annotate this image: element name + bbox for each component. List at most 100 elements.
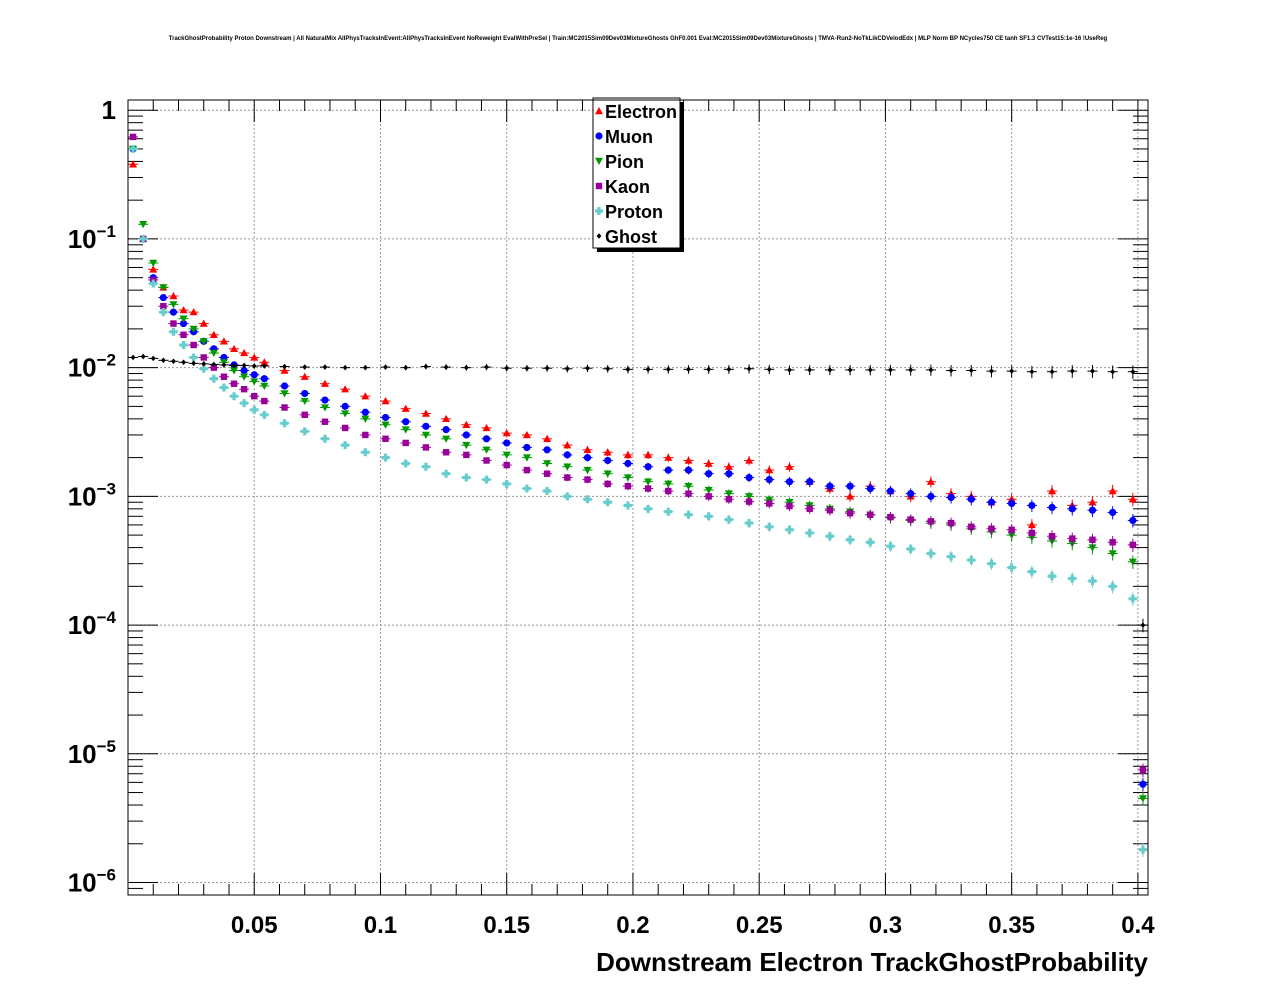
data-point: [403, 364, 409, 371]
data-point: [401, 404, 410, 412]
data-point: [504, 365, 510, 371]
data-point: [522, 430, 531, 439]
data-point: [209, 374, 218, 383]
data-point: [847, 367, 853, 373]
legend-label-proton: Proton: [605, 202, 663, 222]
data-point: [684, 466, 693, 474]
data-point: [482, 423, 491, 432]
data-point: [725, 470, 733, 478]
data-point: [968, 523, 975, 531]
data-point: [381, 397, 390, 405]
data-point: [1009, 368, 1015, 374]
data-point: [321, 396, 329, 404]
x-tick-label: 0.3: [869, 912, 902, 939]
data-point: [250, 353, 259, 361]
legend-marker-proton: [595, 207, 603, 215]
data-point: [1140, 622, 1146, 628]
data-point: [604, 480, 611, 488]
data-point: [988, 525, 995, 532]
data-point: [179, 340, 188, 349]
data-point: [623, 501, 632, 510]
data-point: [785, 462, 794, 470]
data-point: [989, 368, 994, 374]
data-point: [987, 559, 996, 568]
data-point: [563, 492, 572, 501]
data-point: [704, 512, 713, 521]
data-point: [603, 448, 612, 456]
data-point: [583, 495, 592, 504]
data-point: [1008, 499, 1016, 508]
data-point: [231, 362, 237, 369]
data-point: [300, 372, 309, 380]
data-point: [169, 308, 178, 316]
data-point: [402, 439, 409, 447]
y-tick-label: 10−3: [68, 479, 116, 511]
data-point: [250, 378, 259, 386]
data-point: [523, 466, 531, 474]
x-axis-label: Downstream Electron TrackGhostProbabilit…: [596, 947, 1148, 977]
data-point: [240, 385, 248, 393]
data-point: [320, 404, 329, 412]
legend-label-kaon: Kaon: [605, 177, 650, 197]
data-point: [1090, 368, 1095, 374]
data-point: [644, 463, 652, 471]
data-point: [806, 478, 814, 486]
data-point: [462, 420, 471, 428]
data-point: [543, 487, 552, 496]
data-point: [583, 454, 592, 462]
data-point: [482, 446, 491, 454]
data-point: [624, 459, 632, 468]
data-point: [210, 364, 218, 371]
data-point: [321, 418, 329, 425]
series-muon: [128, 145, 1148, 792]
data-point: [1068, 505, 1076, 513]
data-point: [846, 492, 855, 500]
data-point: [1108, 582, 1117, 591]
legend-label-electron: Electron: [605, 102, 677, 122]
data-point: [484, 364, 489, 370]
x-tick-label: 0.1: [364, 912, 397, 939]
y-tick-label: 1: [102, 95, 116, 125]
data-point: [706, 366, 712, 373]
data-point: [261, 397, 268, 405]
data-point: [209, 349, 218, 357]
data-point: [948, 367, 954, 374]
data-point: [301, 411, 308, 419]
data-point: [645, 366, 651, 373]
data-point: [1088, 506, 1097, 514]
data-point: [251, 363, 257, 369]
data-point: [724, 515, 733, 524]
data-point: [827, 367, 833, 373]
data-point: [1069, 535, 1076, 542]
data-point: [664, 480, 673, 488]
data-point: [704, 459, 713, 467]
data-point: [1027, 567, 1036, 576]
data-point: [928, 367, 934, 373]
data-point: [362, 431, 369, 439]
data-point: [583, 445, 592, 453]
data-point: [665, 366, 671, 373]
data-point: [230, 392, 239, 401]
data-point: [947, 552, 956, 561]
data-point: [462, 473, 471, 482]
plot-frame: [127, 99, 1149, 896]
data-point: [159, 294, 167, 302]
data-point: [745, 473, 753, 482]
data-point: [705, 470, 713, 478]
data-point: [422, 444, 430, 451]
data-point: [705, 493, 712, 500]
data-point: [987, 498, 996, 506]
data-point: [906, 544, 915, 553]
data-point: [664, 453, 673, 461]
data-point: [199, 319, 208, 327]
data-point: [644, 485, 652, 492]
data-point: [130, 354, 136, 361]
data-point: [381, 421, 390, 429]
data-point: [543, 460, 552, 468]
data-point: [260, 375, 268, 383]
series-pion: [128, 145, 1148, 806]
series-kaon: [128, 133, 1148, 778]
data-point: [907, 490, 915, 498]
data-point: [1069, 368, 1075, 374]
data-point: [1027, 520, 1036, 529]
